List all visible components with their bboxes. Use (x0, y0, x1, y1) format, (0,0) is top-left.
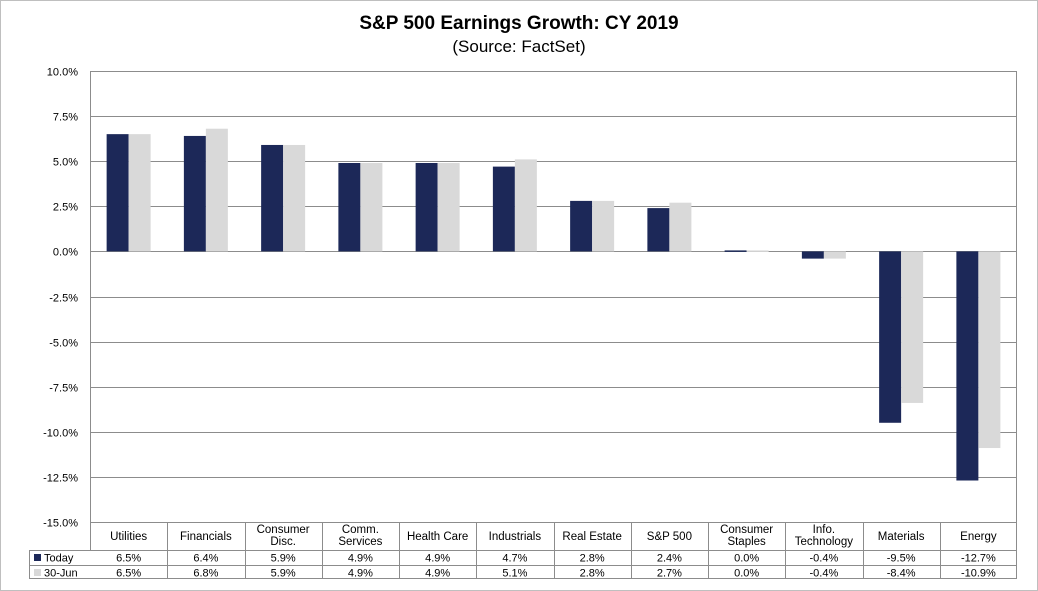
data-table: Utilities FinancialsConsumerDisc.Comm.Ser… (29, 522, 1017, 580)
bar-30-jun (514, 159, 537, 252)
bar-today (956, 251, 979, 481)
data-label: -12.7% (961, 553, 996, 565)
y-tick-label: -12.5% (43, 473, 78, 485)
bar-30-jun (669, 202, 692, 252)
y-tick-label: -10.0% (43, 428, 78, 440)
bar-30-jun (205, 128, 228, 252)
category-label: Energy (960, 531, 997, 543)
data-label: 5.9% (271, 553, 296, 565)
category-label: Technology (795, 536, 853, 548)
y-tick-label: 10.0% (47, 67, 78, 79)
category-label: Comm. (342, 524, 379, 536)
category-label: Info. (813, 524, 835, 536)
data-label: 4.7% (502, 553, 527, 565)
data-label: 0.0% (734, 568, 759, 580)
data-label: 6.8% (193, 568, 218, 580)
bar-30-jun (437, 163, 460, 252)
chart-title: S&P 500 Earnings Growth: CY 2019 (359, 13, 678, 34)
data-label: 2.8% (580, 568, 605, 580)
y-axis-ticks: 10.0% 7.5% 5.0% 2.5% 0.0% -2.5% -5.0% -7.5% -10.… (43, 67, 78, 530)
legend-label-today: Today (44, 553, 74, 565)
bars (106, 128, 1001, 481)
category-label: Industrials (489, 531, 542, 543)
y-tick-label: 7.5% (53, 112, 78, 124)
category-label: Staples (727, 536, 766, 548)
bar-today (415, 163, 438, 252)
legend-swatch-30-jun (34, 569, 41, 576)
data-label: 6.5% (116, 553, 141, 565)
data-label: 2.8% (580, 553, 605, 565)
data-label: -10.9% (961, 568, 996, 580)
data-label: 0.0% (734, 553, 759, 565)
bar-today (338, 163, 361, 252)
bar-today (492, 166, 515, 252)
data-label: 6.5% (116, 568, 141, 580)
bar-today (724, 250, 747, 252)
data-label: 2.4% (657, 553, 682, 565)
category-label: Consumer (257, 524, 310, 536)
category-label: Health Care (407, 531, 468, 543)
data-label: 4.9% (425, 553, 450, 565)
data-label: 4.9% (348, 568, 373, 580)
data-label: 4.9% (425, 568, 450, 580)
data-label: 6.4% (193, 553, 218, 565)
bar-30-jun (823, 251, 846, 259)
legend-swatch-today (34, 554, 41, 561)
y-tick-label: 0.0% (53, 247, 78, 259)
bar-today (261, 144, 284, 252)
bar-today (879, 251, 902, 423)
category-label: Financials (180, 531, 232, 543)
bar-today (647, 208, 670, 252)
category-label: Materials (878, 531, 925, 543)
data-label: 5.9% (271, 568, 296, 580)
data-label: -8.4% (887, 568, 916, 580)
bar-30-jun (283, 144, 306, 252)
y-tick-label: -15.0% (43, 518, 78, 530)
gridlines (90, 71, 1017, 579)
chart-subtitle: (Source: FactSet) (452, 37, 585, 56)
y-tick-label: 5.0% (53, 157, 78, 169)
y-tick-label: 2.5% (53, 202, 78, 214)
data-label: 2.7% (657, 568, 682, 580)
bar-today (106, 134, 129, 252)
category-label: Utilities (110, 531, 147, 543)
bar-today (183, 135, 206, 252)
bar-30-jun (978, 251, 1001, 449)
bar-30-jun (128, 134, 151, 252)
y-tick-label: -2.5% (49, 293, 78, 305)
data-label: -9.5% (887, 553, 916, 565)
y-tick-label: -7.5% (49, 383, 78, 395)
category-label: Consumer (720, 524, 773, 536)
bar-30-jun (746, 250, 769, 252)
bar-today (801, 251, 824, 259)
data-label: 5.1% (502, 568, 527, 580)
category-label: S&P 500 (647, 531, 692, 543)
bar-today (570, 200, 593, 252)
y-tick-label: -5.0% (49, 338, 78, 350)
legend-label-30-jun: 30-Jun (44, 568, 78, 580)
data-label: -0.4% (810, 553, 839, 565)
bar-30-jun (901, 251, 924, 403)
data-label: -0.4% (810, 568, 839, 580)
data-label: 4.9% (348, 553, 373, 565)
category-label: Real Estate (562, 531, 621, 543)
bar-30-jun (592, 200, 615, 252)
category-label: Services (338, 536, 382, 548)
category-label: Disc. (270, 536, 296, 548)
bar-30-jun (360, 163, 383, 252)
